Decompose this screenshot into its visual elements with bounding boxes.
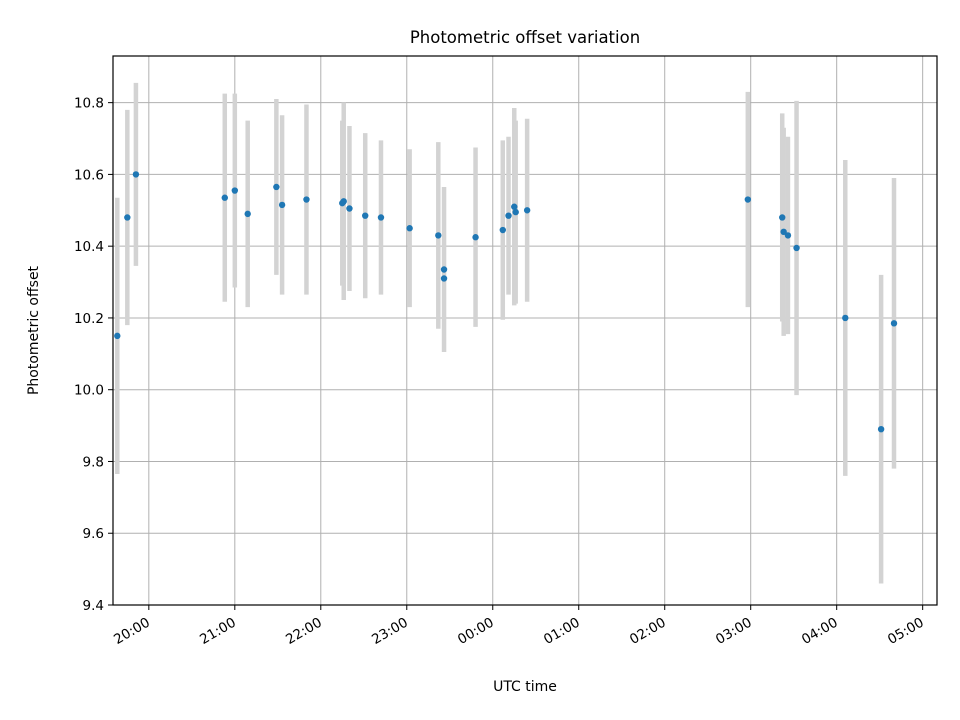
data-point bbox=[877, 425, 885, 433]
data-point bbox=[124, 214, 131, 221]
x-tick-label: 05:00 bbox=[885, 615, 927, 648]
data-point bbox=[512, 208, 519, 216]
x-axis: 20:00 21:00 22:00 23:00 00:00 01:00 02:00 03:00… bbox=[111, 605, 927, 648]
error-bars bbox=[115, 82, 897, 584]
data-point bbox=[406, 225, 413, 232]
chart-title: Photometric offset variation bbox=[410, 28, 640, 47]
data-point bbox=[511, 203, 518, 210]
x-tick-label: 21:00 bbox=[197, 615, 239, 648]
x-tick-label: 04:00 bbox=[799, 615, 841, 648]
data-point bbox=[244, 210, 251, 218]
data-point bbox=[273, 183, 280, 191]
plot-frame bbox=[112, 55, 938, 606]
data-point bbox=[303, 196, 310, 203]
y-tick-label: 10.2 bbox=[74, 311, 104, 327]
y-tick-label: 9.8 bbox=[83, 454, 104, 470]
data-point bbox=[362, 212, 369, 219]
x-tick-label: 02:00 bbox=[627, 615, 669, 648]
x-tick-label: 01:00 bbox=[541, 615, 583, 648]
y-tick-label: 9.4 bbox=[83, 598, 104, 614]
data-point bbox=[779, 214, 786, 221]
y-axis: 9.4 9.6 9.8 10.0 10.2 10.4 10.6 10.8 bbox=[74, 96, 113, 614]
data-point bbox=[523, 207, 531, 214]
data-point bbox=[890, 320, 898, 327]
data-point bbox=[114, 332, 121, 340]
y-axis-title: Photometric offset bbox=[26, 265, 42, 395]
x-tick-label: 03:00 bbox=[713, 615, 755, 648]
y-tick-label: 9.6 bbox=[83, 526, 104, 542]
data-point bbox=[499, 226, 506, 234]
x-tick-label: 23:00 bbox=[369, 615, 411, 648]
data-point bbox=[221, 194, 228, 201]
data-point bbox=[780, 228, 787, 236]
data-point bbox=[435, 232, 442, 239]
data-point bbox=[377, 214, 385, 221]
x-axis-title: UTC time bbox=[493, 679, 557, 695]
data-point bbox=[278, 201, 286, 209]
data-points bbox=[114, 171, 898, 433]
data-point bbox=[472, 234, 479, 241]
data-point bbox=[440, 275, 448, 282]
data-point bbox=[842, 314, 849, 322]
data-point bbox=[505, 212, 512, 219]
data-point bbox=[132, 171, 140, 178]
x-tick-label: 00:00 bbox=[455, 615, 497, 648]
x-tick-label: 20:00 bbox=[111, 615, 153, 648]
data-point bbox=[346, 205, 353, 212]
y-tick-label: 10.4 bbox=[74, 239, 104, 255]
y-tick-label: 10.0 bbox=[74, 383, 104, 399]
data-point bbox=[784, 232, 792, 239]
y-tick-label: 10.6 bbox=[74, 167, 104, 183]
y-tick-label: 10.8 bbox=[74, 96, 104, 112]
data-point bbox=[744, 196, 752, 203]
data-point bbox=[440, 266, 448, 273]
data-point bbox=[340, 198, 347, 205]
x-tick-label: 22:00 bbox=[283, 615, 325, 648]
data-point bbox=[231, 187, 239, 194]
data-point bbox=[793, 244, 800, 252]
